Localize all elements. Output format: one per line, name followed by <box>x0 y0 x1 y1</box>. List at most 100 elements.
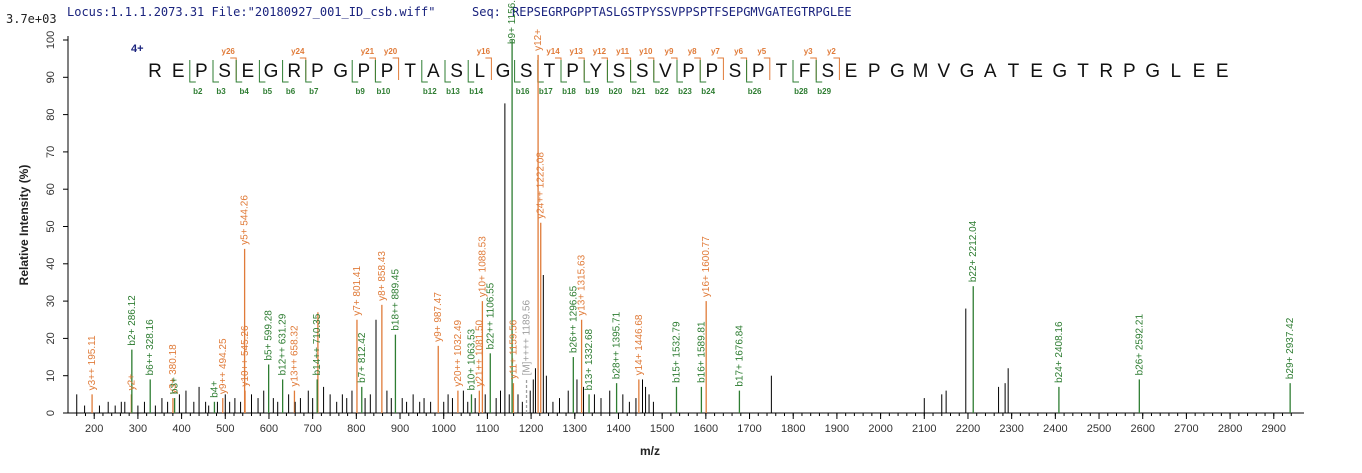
sequence-residue: L <box>475 61 486 82</box>
x-tick-label: 2200 <box>956 423 980 435</box>
sequence-residue: T <box>1008 61 1020 82</box>
b-peak-label: b24+ 2408.16 <box>1054 321 1065 383</box>
b-peak-label: b13+ 1332.68 <box>584 328 595 390</box>
sequence-residue: S <box>821 61 834 82</box>
seq-label: Seq: <box>472 5 501 19</box>
sequence-residue: S <box>520 61 533 82</box>
y-axis-title: Relative Intensity (%) <box>17 165 31 286</box>
b-peak-label: b12++ 631.29 <box>278 313 289 375</box>
b-ion-label: b28 <box>794 87 808 96</box>
sequence-residue: A <box>984 61 997 82</box>
b-peak-label: b22++ 1106.55 <box>485 282 496 349</box>
y-ion-label: y26 <box>222 47 236 56</box>
y-ion-label: y10 <box>639 47 653 56</box>
b-peak-label: b9+ 1156.5 <box>507 0 518 44</box>
x-tick-label: 1000 <box>431 423 455 435</box>
sequence-residue: S <box>729 61 742 82</box>
sequence-residue: P <box>311 61 324 82</box>
precursor-peak-label: [M]++++ 1189.56 <box>522 300 533 376</box>
sequence-residue: P <box>752 61 765 82</box>
x-tick-label: 1100 <box>476 423 500 435</box>
sequence-residue: E <box>1216 61 1229 82</box>
b-ion-label: b13 <box>446 87 460 96</box>
b-ion-label: b9 <box>356 87 366 96</box>
b-peak-label: b7+ 812.42 <box>357 332 368 383</box>
b-peak-label: b16+ 1589.81 <box>696 321 707 383</box>
y-peak-label: y10++ 545.26 <box>240 325 251 387</box>
b-ion-label: b29 <box>817 87 831 96</box>
b-ion-bracket <box>421 60 428 83</box>
y-ion-bracket <box>578 57 585 80</box>
sequence-residue: P <box>705 61 718 82</box>
sequence-residue: G <box>960 61 975 82</box>
y-peak-label: y2+ <box>126 374 137 391</box>
peaks-layer <box>76 40 1291 413</box>
b-ion-label: b12 <box>423 87 437 96</box>
b-ion-bracket <box>235 60 243 83</box>
x-tick-label: 200 <box>85 423 103 435</box>
y-peak-label: y24++ 1222.08 <box>536 152 547 219</box>
b-peak-label: b18++ 889.45 <box>390 269 401 331</box>
axes: 0 10 20 30 40 50 60 70 80 90 100 200 300 400 500 600 700… <box>45 31 1304 435</box>
b-peak-label: b5+ 599.28 <box>264 310 275 361</box>
y-ion-bracket <box>717 57 724 80</box>
x-tick-label: 600 <box>260 423 278 435</box>
b-ion-bracket <box>189 60 196 83</box>
b-ion-label: b14 <box>469 87 483 96</box>
y-peak-label: y21++ 1081.50 <box>474 319 485 386</box>
sequence-residue: V <box>659 61 672 82</box>
b-peak-label: b28++ 1395.71 <box>612 311 623 379</box>
sequence-residue: P <box>868 61 881 82</box>
x-tick-label: 2000 <box>868 423 892 435</box>
b-ion-bracket <box>258 60 266 83</box>
y-ion-label: y11 <box>616 47 629 56</box>
sequence-residue: V <box>937 61 950 82</box>
x-tick-label: 700 <box>303 423 321 435</box>
b-ion-bracket <box>630 60 637 83</box>
y-scale-label: 3.7e+03 <box>6 12 57 26</box>
b-peak-label: b6++ 328.16 <box>145 319 156 376</box>
x-tick-label: 2300 <box>999 423 1023 435</box>
x-tick-label: 400 <box>172 423 190 435</box>
x-tick-label: 1800 <box>781 423 805 435</box>
sequence-residue: G <box>496 61 511 82</box>
sequence-residue: T <box>776 61 788 82</box>
y-peak-label: y10+ 1088.53 <box>477 236 488 297</box>
y-ion-bracket <box>601 57 608 80</box>
y-ion-bracket <box>392 57 400 80</box>
b-ion-bracket <box>676 60 683 83</box>
x-tick-label: 1600 <box>694 423 718 435</box>
x-tick-label: 2800 <box>1218 423 1242 435</box>
peak-labels-layer: y3++ 195.11 y2+ y3+ 380.18 y9++ 494.25 y10++… <box>87 0 1296 398</box>
y-ion-label: y16 <box>477 47 491 56</box>
x-tick-label: 1300 <box>563 423 587 435</box>
y-ion-label: y5 <box>757 47 766 56</box>
b-ion-bracket <box>699 60 707 83</box>
sequence-residue: L <box>1171 61 1182 82</box>
b-ion-label: b2 <box>193 87 203 96</box>
b-ion-bracket <box>653 60 660 83</box>
x-tick-label: 1500 <box>650 423 674 435</box>
b-peak-label: b10+ 1063.53 <box>466 328 477 390</box>
sequence-residue: G <box>333 61 348 82</box>
sequence-residue: R <box>287 61 301 82</box>
y-ion-label: y2 <box>827 47 836 56</box>
y-ion-bracket <box>810 57 817 80</box>
x-tick-label: 2700 <box>1174 423 1198 435</box>
y-ion-bracket <box>230 57 237 80</box>
b-ion-bracket <box>467 60 475 83</box>
y-ion-bracket <box>369 57 376 80</box>
x-tick-label: 1200 <box>519 423 543 435</box>
sequence-residue: T <box>544 61 556 82</box>
y-ion-label: y21 <box>361 47 375 56</box>
x-tick-label: 2600 <box>1130 423 1154 435</box>
y-peak-label: y8+ 858.43 <box>377 251 388 301</box>
locus-file-header: Locus:1.1.1.2073.31 File:"20180927_001_I… <box>67 5 435 19</box>
sequence-residue: R <box>1099 61 1113 82</box>
y-ion-bracket <box>833 57 840 80</box>
b-ion-bracket <box>374 60 382 83</box>
y-ion-bracket <box>763 57 771 80</box>
y-peak-label: y9+ 987.47 <box>433 292 444 342</box>
b-ion-bracket <box>305 60 312 83</box>
